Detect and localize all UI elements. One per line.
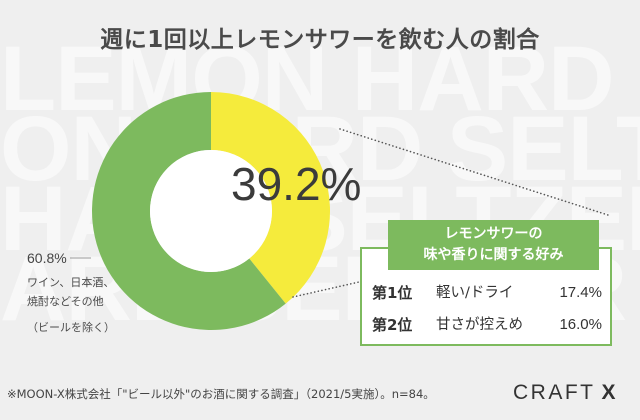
source-footnote: ※MOON-X株式会社「"ビール以外"のお酒に関する調査」（2021/5実施）。… [7, 387, 435, 401]
other-drinks-share-label: 60.8% [27, 250, 67, 266]
rank-label: 第1位 [372, 284, 413, 302]
preference-label: 甘さが控えめ [436, 317, 523, 333]
watermark-row: LEMON HARD [0, 44, 615, 114]
preference-label: 軽い/ドライ [436, 285, 514, 301]
other-drinks-label-line: （ビールを除く） [27, 321, 115, 334]
callout-leader-line-bottom [292, 281, 360, 298]
other-drinks-label-line: ワイン、日本酒、 [27, 276, 115, 289]
preference-value: 16.0% [559, 316, 602, 333]
chart-title: 週に1回以上レモンサワーを飲む人の割合 [100, 27, 540, 53]
donut-hole [150, 150, 272, 272]
logo-wordmark: CRAFT [513, 381, 596, 404]
callout-rank-row: 第2位 甘さが控えめ 16.0% [372, 316, 602, 334]
callout-leader-line-top [339, 128, 612, 217]
other-drinks-label-line: 焼酎などその他 [27, 295, 104, 308]
craft-x-logo: CRAFT X [513, 381, 625, 405]
callout-header: レモンサワーの 味や香りに関する好み [388, 220, 599, 270]
callout-header-line: 味や香りに関する好み [423, 247, 564, 263]
callout-header-line: レモンサワーの [444, 226, 543, 242]
rank-label: 第2位 [372, 316, 413, 334]
lemon-sour-share-label: 39.2% [231, 161, 362, 207]
callout-rank-row: 第1位 軽い/ドライ 17.4% [372, 284, 602, 302]
preference-value: 17.4% [559, 284, 602, 301]
donut-slice-other-drinks [92, 92, 286, 330]
donut-slice-lemon-sour [211, 92, 331, 304]
logo-mark: X [601, 381, 616, 404]
